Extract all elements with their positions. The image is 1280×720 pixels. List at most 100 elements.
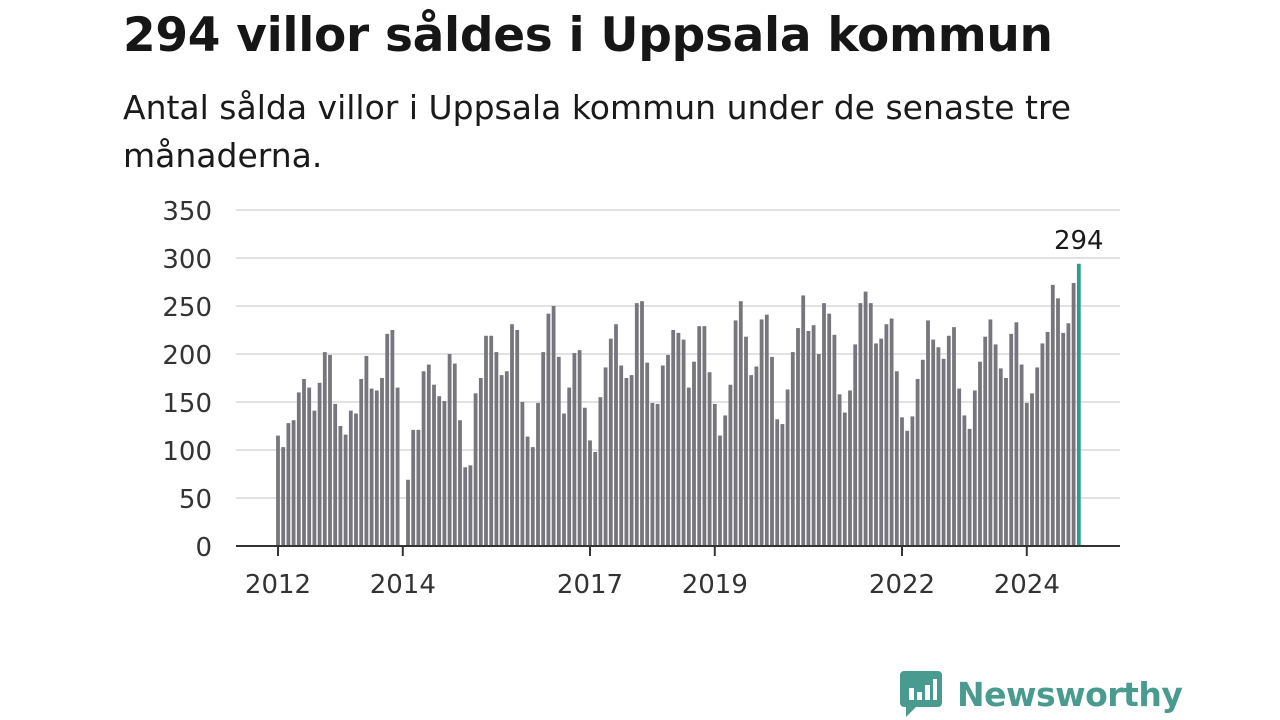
- bar: [744, 336, 748, 546]
- newsworthy-logo: Newsworthy: [900, 670, 1183, 718]
- bar: [874, 343, 878, 546]
- bar: [442, 401, 447, 546]
- bar: [1050, 284, 1055, 546]
- bar: [541, 352, 546, 546]
- bar: [702, 326, 707, 546]
- bar: [681, 339, 686, 546]
- bar: [655, 403, 660, 546]
- bar: [1040, 343, 1045, 546]
- bar: [1030, 393, 1034, 546]
- bar: [660, 365, 665, 546]
- bar: [333, 403, 338, 546]
- bar: [437, 396, 442, 546]
- bar: [411, 429, 416, 546]
- bar: [489, 335, 494, 546]
- bar: [572, 353, 577, 546]
- bar: [395, 387, 400, 546]
- bar: [629, 375, 634, 546]
- bar: [525, 436, 530, 546]
- x-tick-label: 2024: [994, 570, 1060, 600]
- bar: [577, 350, 582, 546]
- bar: [645, 362, 650, 546]
- bar: [452, 363, 457, 546]
- x-axis-ticks: 2012 2014 2017 2019 2022 2024: [245, 546, 1060, 600]
- bar: [593, 451, 598, 546]
- bar: [1035, 367, 1040, 546]
- bar: [598, 397, 603, 546]
- bar: [276, 435, 280, 546]
- bar: [640, 301, 644, 546]
- bar: [562, 413, 566, 546]
- bar: [983, 336, 988, 546]
- bar: [307, 387, 312, 546]
- bar: [588, 440, 592, 546]
- bar: [879, 338, 884, 546]
- bar: [582, 407, 587, 546]
- bar: [328, 354, 332, 546]
- bar: [884, 324, 889, 546]
- bar: [707, 372, 712, 546]
- bar: [738, 301, 743, 546]
- bar: [619, 365, 624, 546]
- x-tick-label: 2017: [557, 570, 623, 600]
- bar: [603, 367, 608, 546]
- bar: [296, 392, 301, 546]
- bar: [556, 356, 561, 546]
- bar: [510, 324, 514, 546]
- bar: [432, 384, 436, 546]
- bar: [978, 361, 982, 546]
- bar: [993, 344, 998, 546]
- bar: [1071, 282, 1076, 546]
- bar: [796, 328, 800, 546]
- bar: [1004, 378, 1008, 546]
- bar: [811, 325, 816, 546]
- x-tick-label: 2014: [370, 570, 436, 600]
- chart-bars: [276, 263, 1081, 546]
- bar: [728, 384, 733, 546]
- y-tick-label: 350: [162, 197, 212, 227]
- x-tick-label: 2019: [682, 570, 748, 600]
- bar: [967, 428, 972, 546]
- bar: [827, 313, 832, 546]
- bar: [369, 388, 374, 546]
- bar: [1066, 323, 1071, 546]
- bar: [416, 429, 421, 546]
- bar: [915, 378, 920, 546]
- bar: [785, 389, 790, 546]
- bar: [317, 382, 322, 546]
- bar: [286, 423, 291, 546]
- bar: [421, 371, 426, 546]
- bar: [816, 354, 821, 546]
- bar: [900, 417, 904, 546]
- newsworthy-logo-icon: [900, 671, 942, 717]
- bar: [764, 314, 769, 546]
- bar: [504, 371, 509, 546]
- x-tick-label: 2012: [245, 570, 311, 600]
- bar: [770, 356, 774, 546]
- bar: [686, 387, 691, 546]
- bar: [478, 378, 483, 546]
- bar: [359, 378, 364, 546]
- bar: [312, 410, 317, 546]
- bar: [473, 393, 478, 546]
- bar: [1061, 332, 1066, 546]
- bar: [754, 366, 759, 546]
- bar: [650, 402, 655, 546]
- bar: [868, 303, 873, 546]
- bar: [946, 335, 951, 546]
- bar: [364, 355, 369, 546]
- bar: [988, 319, 993, 546]
- bar: [494, 352, 499, 546]
- y-tick-label: 100: [162, 437, 212, 467]
- bar: [426, 364, 431, 546]
- bar: [406, 479, 410, 546]
- bar: [858, 303, 863, 546]
- bar: [863, 291, 868, 546]
- bar: [1056, 298, 1060, 546]
- bar: [894, 371, 899, 546]
- bar: [447, 354, 452, 546]
- bar: [1024, 402, 1029, 546]
- bar: [676, 332, 681, 546]
- bar: [1014, 322, 1019, 546]
- bar: [390, 330, 395, 546]
